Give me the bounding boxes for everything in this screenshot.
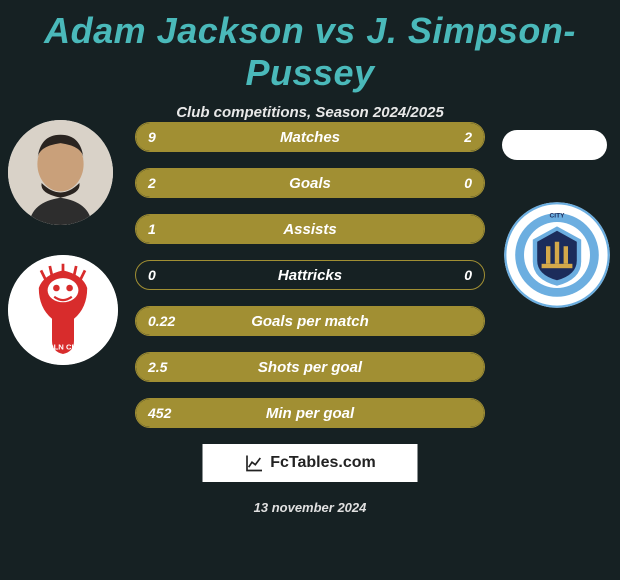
bar-val-right: 0 [464,267,472,283]
player-left-photo-icon [8,120,113,225]
subtitle: Club competitions, Season 2024/2025 [0,104,620,121]
bar-val-left: 9 [148,129,156,145]
svg-text:OLN CIT: OLN CIT [48,343,79,352]
bar-label: Matches [280,129,340,146]
bar-val-left: 2 [148,175,156,191]
bar-assists: 1 Assists [135,214,485,244]
left-badges: OLN CIT [8,120,118,365]
bar-label: Shots per goal [258,359,362,376]
bar-min-per-goal: 452 Min per goal [135,398,485,428]
bar-matches: 9 Matches 2 [135,122,485,152]
footer-brand-text: FcTables.com [270,454,376,472]
bar-val-left: 0.22 [148,313,175,329]
club-right-logo: CITY [502,200,612,310]
bar-label: Goals [289,175,331,192]
bar-label: Assists [283,221,336,238]
date-text: 13 november 2024 [254,500,367,515]
page-title: Adam Jackson vs J. Simpson-Pussey [0,0,620,94]
bar-val-left: 452 [148,405,171,421]
chart-icon [244,453,264,473]
bar-goals-per-match: 0.22 Goals per match [135,306,485,336]
stat-bars: 9 Matches 2 2 Goals 0 1 Assists 0 Hattri… [135,122,485,444]
bar-goals: 2 Goals 0 [135,168,485,198]
bar-val-left: 1 [148,221,156,237]
lincoln-city-icon: OLN CIT [8,255,118,365]
bar-val-left: 2.5 [148,359,167,375]
comparison-card: Adam Jackson vs J. Simpson-Pussey Club c… [0,0,620,580]
bar-label: Goals per match [251,313,369,330]
player-right-placeholder [502,130,607,160]
right-badges: CITY [502,120,612,310]
bar-val-right: 2 [464,129,472,145]
man-city-icon: CITY [502,200,612,310]
player-left-avatar [8,120,113,225]
bar-shots-per-goal: 2.5 Shots per goal [135,352,485,382]
bar-hattricks: 0 Hattricks 0 [135,260,485,290]
club-left-logo: OLN CIT [8,255,118,365]
footer-brand-box[interactable]: FcTables.com [203,444,418,482]
svg-text:CITY: CITY [549,213,565,220]
bar-label: Hattricks [278,267,342,284]
bar-val-left: 0 [148,267,156,283]
bar-val-right: 0 [464,175,472,191]
bar-label: Min per goal [266,405,354,422]
